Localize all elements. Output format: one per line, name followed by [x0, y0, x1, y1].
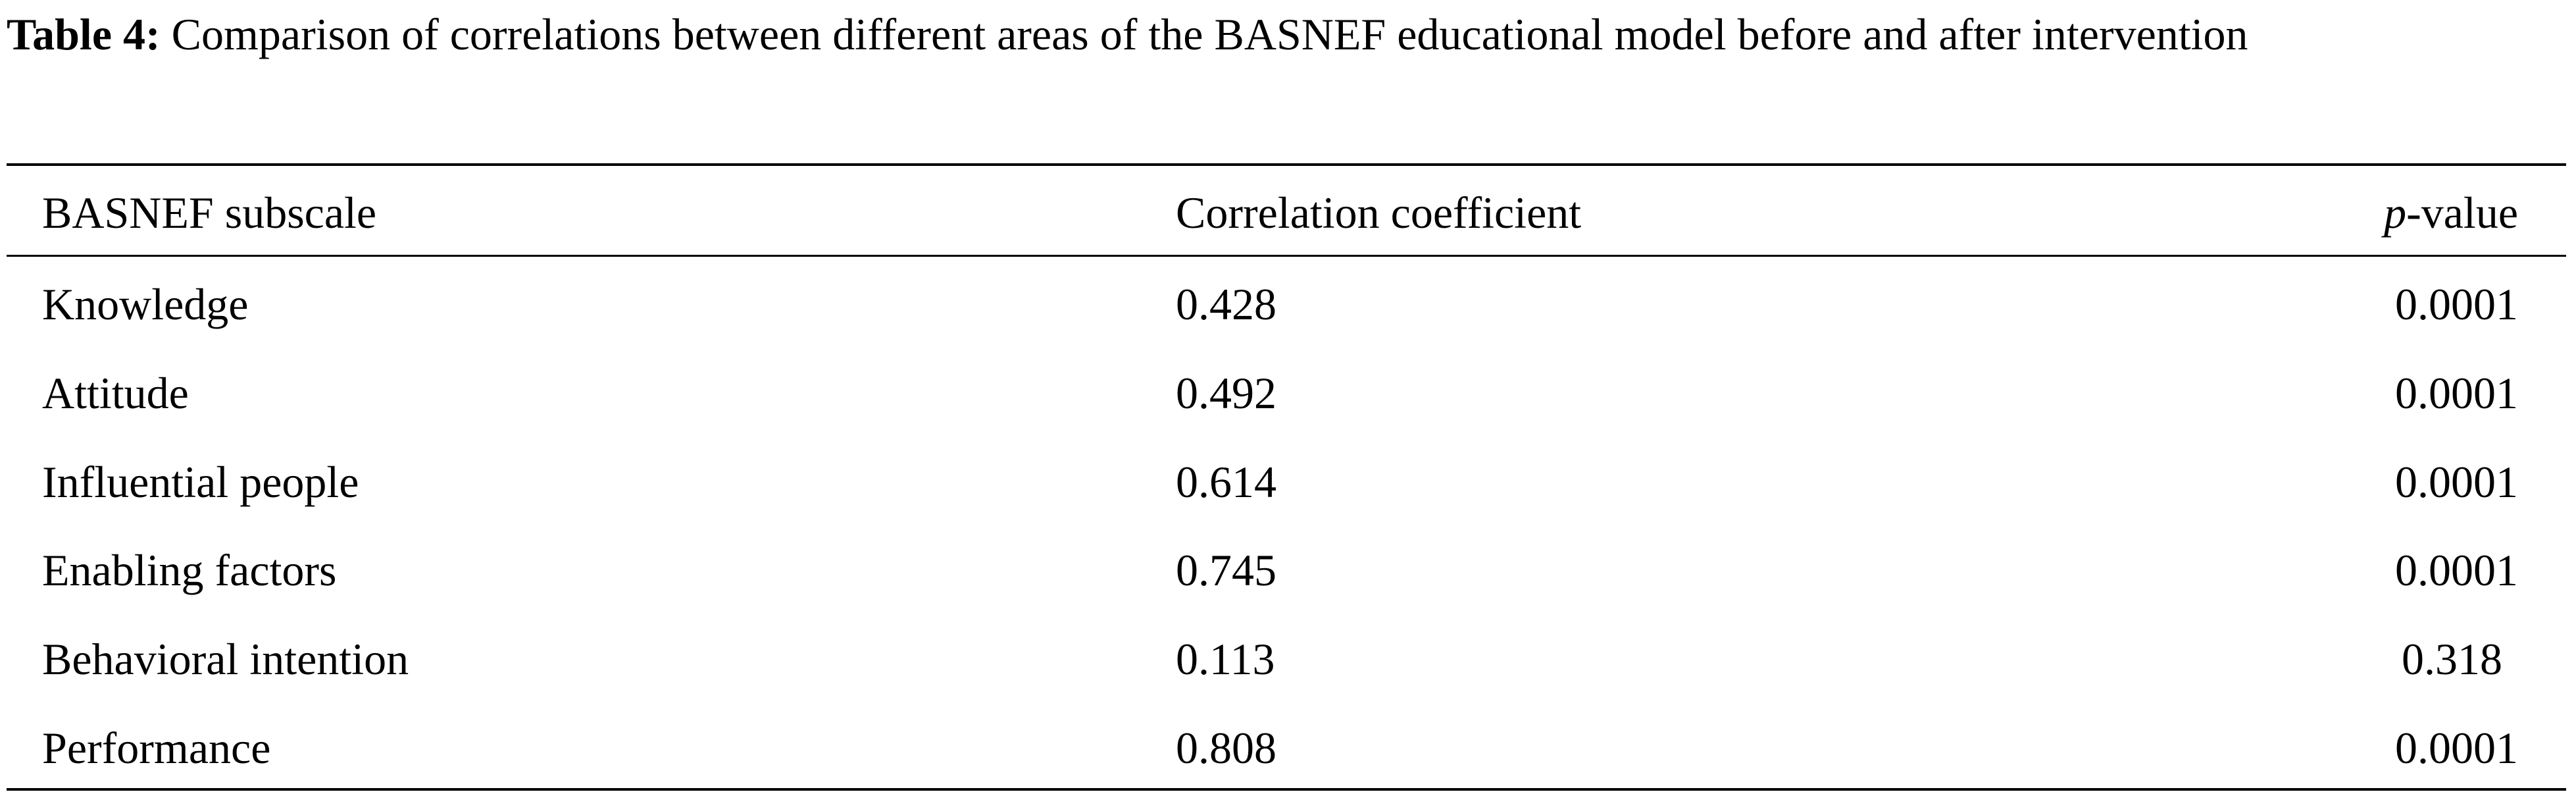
table-label: Table 4: [7, 9, 161, 59]
row-subscale: Influential people [42, 457, 359, 507]
row-subscale: Behavioral intention [42, 634, 409, 684]
table-bottom-rule [7, 788, 2566, 791]
row-correlation: 0.428 [1176, 279, 1276, 329]
header-subscale: BASNEF subscale [42, 188, 377, 238]
table-caption: Table 4: Comparison of correlations betw… [7, 5, 2566, 63]
row-subscale: Attitude [42, 368, 189, 418]
table-header-rule [7, 255, 2566, 257]
row-p-value: 0.0001 [2395, 457, 2518, 507]
row-p-value: 0.318 [2402, 634, 2502, 684]
row-subscale: Performance [42, 723, 271, 773]
row-p-value: 0.0001 [2395, 545, 2518, 595]
row-subscale: Knowledge [42, 279, 249, 329]
row-correlation: 0.113 [1176, 634, 1275, 684]
row-p-value: 0.0001 [2395, 368, 2518, 418]
row-subscale: Enabling factors [42, 545, 337, 595]
row-correlation: 0.492 [1176, 368, 1276, 418]
table-top-rule [7, 163, 2566, 166]
row-correlation: 0.614 [1176, 457, 1276, 507]
header-correlation: Correlation coefficient [1176, 188, 1582, 238]
row-correlation: 0.808 [1176, 723, 1276, 773]
header-p-value: p-value [2384, 186, 2518, 239]
row-p-value: 0.0001 [2395, 279, 2518, 329]
row-p-value: 0.0001 [2395, 723, 2518, 773]
caption-text: Comparison of correlations between diffe… [171, 9, 2248, 59]
row-correlation: 0.745 [1176, 545, 1276, 595]
header-p-italic: p [2384, 188, 2407, 238]
header-p-rest: -value [2406, 188, 2518, 238]
